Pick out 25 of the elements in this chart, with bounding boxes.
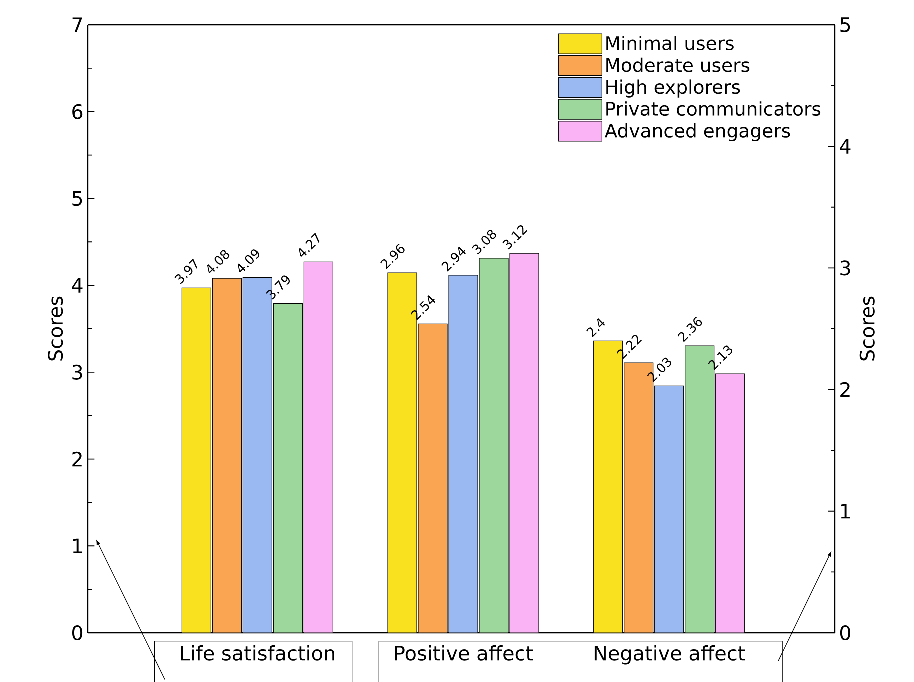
y-tick-label: 1 [73, 538, 82, 554]
legend-label: Private communicators [606, 102, 821, 116]
x-tick-label: Life satisfaction [181, 645, 334, 661]
x-tick-label: Negative affect [594, 645, 746, 665]
y-tick-label: 5 [72, 191, 82, 206]
y-axis-title: Scores [48, 296, 64, 361]
y-tick-label: 6 [72, 104, 83, 120]
y2-tick-label: 1 [841, 504, 850, 519]
legend-label: Moderate users [606, 58, 750, 72]
y-tick-label: 2 [72, 452, 82, 467]
y2-tick-label: 3 [840, 260, 850, 276]
legend-label: Minimal users [606, 36, 734, 50]
y-tick-label: 3 [72, 364, 82, 380]
y-tick-label: 4 [72, 278, 83, 293]
y2-tick-label: 4 [840, 139, 851, 154]
y-tick-label: 0 [72, 625, 83, 641]
y-tick-label: 7 [72, 18, 82, 32]
y2-axis-title: Scores [860, 296, 875, 361]
data-label: 2.4 [586, 318, 606, 338]
y2-tick-label: 2 [840, 382, 850, 398]
y2-tick-label: 5 [840, 18, 850, 32]
x-tick-label: Positive affect [395, 645, 534, 661]
legend-label: Advanced engagers [604, 123, 790, 142]
y2-tick-label: 0 [840, 625, 850, 641]
legend-label: High explorers [606, 80, 740, 98]
